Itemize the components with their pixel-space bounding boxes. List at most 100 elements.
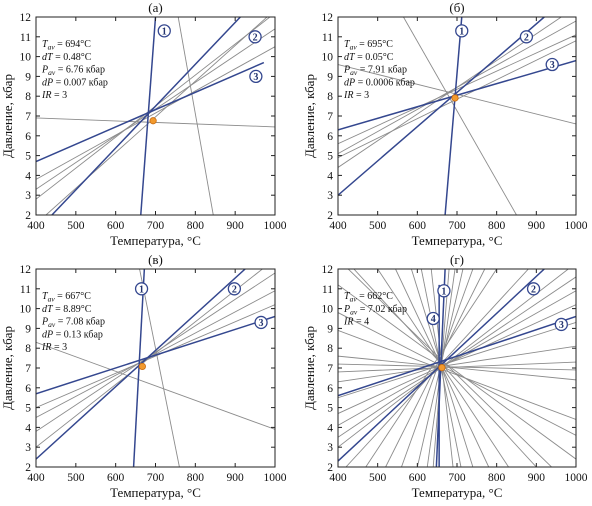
y-tick-label: 4	[327, 170, 333, 182]
reaction-marker-2: 2	[249, 31, 261, 44]
annotation-line: Pav = 6.76 кбар	[41, 65, 105, 78]
y-tick-label: 4	[25, 170, 31, 182]
annotation-line: IR = 4	[343, 317, 369, 328]
y-axis-label: Давление, кбар	[302, 326, 317, 410]
panel-label: (б)	[449, 0, 464, 15]
gray-reaction-line	[338, 362, 576, 372]
reaction-marker-1: 1	[136, 283, 148, 296]
marker-label: 3	[259, 318, 264, 329]
annotation-line: dT = 0.05°С	[344, 52, 394, 63]
annotation-line: IR = 3	[41, 342, 67, 353]
y-tick-label: 10	[322, 304, 334, 316]
x-tick-label: 500	[67, 220, 85, 232]
annotation-line: dT = 8.89°С	[42, 304, 92, 315]
annotation-line: Tav = 667°С	[42, 291, 91, 304]
y-tick-label: 10	[20, 52, 32, 64]
intersection-point	[452, 95, 458, 101]
reaction-marker-3: 3	[250, 70, 262, 83]
annotation-line: Tav = 694°С	[42, 39, 91, 52]
y-tick-label: 7	[25, 363, 31, 375]
y-tick-label: 12	[20, 12, 32, 24]
annotation-line: dP = 0.0006 кбар	[344, 77, 415, 88]
y-tick-label: 9	[327, 323, 333, 335]
reaction-marker-2: 2	[228, 283, 240, 296]
panel-label: (а)	[148, 0, 162, 15]
x-axis-label: Температура, °С	[110, 233, 201, 248]
y-tick-label: 2	[327, 210, 333, 222]
y-tick-label: 7	[25, 111, 31, 123]
y-tick-label: 9	[327, 71, 333, 83]
x-tick-label: 600	[107, 472, 125, 484]
intersection-point	[150, 118, 156, 124]
x-tick-label: 600	[409, 472, 427, 484]
y-tick-label: 10	[322, 52, 334, 64]
intersection-point	[439, 364, 445, 370]
x-tick-label: 500	[369, 472, 387, 484]
annotation-line: dP = 0.007 кбар	[42, 77, 108, 88]
blue-reaction-line-1	[445, 17, 462, 215]
reaction-marker-3: 3	[555, 318, 567, 331]
gray-reaction-line	[338, 305, 576, 414]
x-tick-label: 900	[528, 220, 546, 232]
y-tick-label: 2	[25, 462, 31, 474]
marker-label: 1	[441, 286, 446, 297]
y-tick-label: 8	[327, 91, 333, 103]
panel-label: (в)	[148, 252, 163, 267]
marker-label: 3	[550, 60, 555, 71]
y-tick-label: 2	[25, 210, 31, 222]
x-tick-label: 700	[147, 220, 165, 232]
y-axis-label: Давление, кбар	[0, 326, 15, 410]
y-tick-label: 12	[20, 264, 32, 276]
y-tick-label: 11	[20, 284, 31, 296]
y-tick-label: 3	[327, 190, 333, 202]
y-tick-label: 9	[25, 323, 31, 335]
x-tick-label: 900	[528, 472, 546, 484]
annotation-line: Tav = 662°С	[344, 291, 393, 304]
marker-label: 1	[162, 26, 167, 37]
x-tick-label: 600	[409, 220, 427, 232]
annotation-line: Pav = 7.08 кбар	[41, 317, 105, 330]
x-tick-label: 900	[227, 472, 245, 484]
marker-label: 3	[559, 320, 564, 331]
marker-label: 1	[459, 26, 464, 37]
y-tick-label: 11	[322, 32, 333, 44]
y-tick-label: 3	[25, 442, 31, 454]
panel-label: (г)	[450, 252, 464, 267]
y-tick-label: 6	[327, 383, 333, 395]
reaction-marker-3: 3	[255, 316, 267, 329]
x-tick-label: 700	[448, 472, 466, 484]
x-tick-label: 900	[227, 220, 245, 232]
x-tick-label: 1000	[565, 220, 588, 232]
x-tick-label: 500	[67, 472, 85, 484]
y-tick-label: 6	[25, 131, 31, 143]
x-tick-label: 800	[488, 472, 506, 484]
x-tick-label: 1000	[565, 472, 588, 484]
y-tick-label: 6	[327, 131, 333, 143]
marker-label: 3	[253, 72, 258, 83]
y-tick-label: 5	[25, 403, 31, 415]
y-tick-label: 11	[20, 32, 31, 44]
reaction-marker-4: 4	[427, 313, 439, 326]
marker-label: 2	[232, 284, 237, 295]
marker-label: 4	[431, 314, 436, 325]
x-axis-label: Температура, °С	[110, 485, 201, 500]
reaction-marker-2: 2	[528, 283, 540, 296]
reaction-marker-2: 2	[520, 31, 532, 44]
reaction-marker-1: 1	[456, 25, 468, 38]
x-axis-label: Температура, °С	[412, 485, 503, 500]
intersection-point	[139, 363, 145, 369]
y-axis-label: Давление, кбар	[0, 74, 15, 158]
x-tick-label: 600	[107, 220, 125, 232]
y-tick-label: 10	[20, 304, 32, 316]
x-tick-label: 1000	[264, 220, 287, 232]
x-tick-label: 700	[147, 472, 165, 484]
y-tick-label: 9	[25, 71, 31, 83]
y-tick-label: 12	[322, 12, 334, 24]
x-tick-label: 1000	[264, 472, 287, 484]
x-tick-label: 800	[187, 472, 205, 484]
annotation-line: IR = 3	[343, 90, 369, 101]
marker-label: 1	[139, 284, 144, 295]
